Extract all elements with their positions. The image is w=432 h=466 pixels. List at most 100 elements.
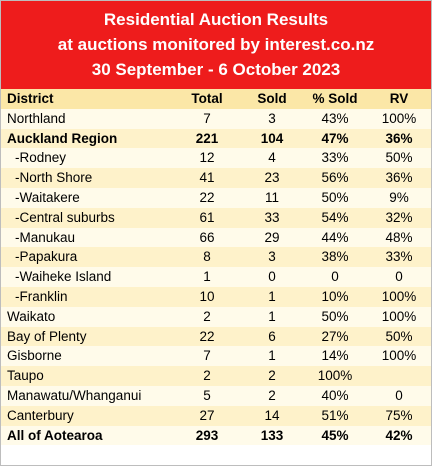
pct-sold-cell: 100%	[317, 368, 353, 384]
col-header-pct-sold: % Sold	[312, 91, 358, 106]
rv-cell: 50%	[385, 328, 413, 344]
rv-cell	[367, 366, 431, 386]
district-cell: Bay of Plenty	[7, 328, 87, 344]
table-row: -Waiheke Island 1 0 0 0	[1, 267, 431, 287]
rv-cell: 0	[395, 269, 403, 285]
district-cell: -Waiheke Island	[15, 269, 112, 285]
sold-cell: 104	[260, 130, 284, 146]
col-header-total: Total	[191, 91, 223, 106]
pct-sold-cell: 56%	[321, 170, 349, 186]
sold-cell: 2	[268, 368, 276, 384]
sold-cell: 23	[264, 170, 280, 186]
title-line-1: Residential Auction Results	[103, 10, 329, 29]
district-cell: -Papakura	[15, 249, 78, 265]
pct-sold-cell: 27%	[321, 328, 349, 344]
sold-cell: 133	[260, 427, 284, 443]
pct-sold-cell: 47%	[321, 130, 349, 146]
district-cell: Manawatu/Whanganui	[7, 387, 142, 403]
district-cell: Taupo	[7, 368, 44, 384]
district-cell: -Central suburbs	[15, 209, 115, 225]
total-cell: 41	[199, 170, 215, 186]
total-cell: 22	[199, 328, 215, 344]
pct-sold-cell: 50%	[321, 308, 349, 324]
rv-cell: 42%	[385, 427, 413, 443]
rv-cell: 48%	[385, 229, 413, 245]
sold-cell: 14	[264, 407, 280, 423]
rv-cell: 33%	[385, 249, 413, 265]
total-cell: 27	[199, 407, 215, 423]
total-cell: 221	[195, 130, 219, 146]
district-cell: -Rodney	[15, 150, 67, 166]
pct-sold-cell: 54%	[321, 209, 349, 225]
sold-cell: 33	[264, 209, 280, 225]
pct-sold-cell: 33%	[321, 150, 349, 166]
table-row: Bay of Plenty 22 6 27% 50%	[1, 326, 431, 347]
rv-cell: 32%	[385, 209, 413, 225]
sold-cell: 3	[268, 110, 276, 126]
pct-sold-cell: 0	[331, 269, 339, 285]
total-cell: 12	[199, 150, 215, 166]
pct-sold-cell: 10%	[321, 288, 349, 304]
table-row: All of Aotearoa 293 133 45% 42%	[1, 425, 431, 446]
rv-cell: 36%	[385, 170, 413, 186]
total-cell: 2	[203, 308, 211, 324]
pct-sold-cell: 40%	[321, 387, 349, 403]
rv-cell: 36%	[385, 130, 413, 146]
district-cell: All of Aotearoa	[7, 427, 103, 443]
district-cell: -Waitakere	[15, 189, 80, 205]
rv-cell: 9%	[389, 189, 409, 205]
district-cell: -North Shore	[15, 170, 93, 186]
district-cell: Northland	[7, 110, 66, 126]
district-cell: -Manukau	[15, 229, 76, 245]
table-row: -Franklin 10 1 10% 100%	[1, 286, 431, 307]
table-row: -Rodney 12 4 33% 50%	[1, 148, 431, 169]
total-cell: 7	[203, 348, 211, 364]
table-row: -Central suburbs 61 33 54% 32%	[1, 207, 431, 228]
col-header-sold: Sold	[257, 91, 287, 106]
total-cell: 8	[203, 249, 211, 265]
col-header-rv: RV	[389, 91, 409, 106]
sold-cell: 3	[268, 249, 276, 265]
rv-cell: 100%	[381, 348, 417, 364]
total-cell: 293	[195, 427, 219, 443]
pct-sold-cell: 44%	[321, 229, 349, 245]
title-line-2: at auctions monitored by interest.co.nz	[57, 35, 375, 54]
total-cell: 1	[203, 269, 211, 285]
table-row: -Waitakere 22 11 50% 9%	[1, 187, 431, 208]
district-cell: -Franklin	[15, 288, 68, 304]
pct-sold-cell: 43%	[321, 110, 349, 126]
table-row: Northland 7 3 43% 100%	[1, 108, 431, 129]
total-cell: 61	[199, 209, 215, 225]
district-cell: Waikato	[7, 308, 56, 324]
district-cell: Canterbury	[7, 407, 74, 423]
total-cell: 22	[199, 189, 215, 205]
sold-cell: 4	[268, 150, 276, 166]
total-cell: 5	[203, 387, 211, 403]
results-table: District Total Sold % Sold RV Northland …	[1, 89, 431, 446]
pct-sold-cell: 14%	[321, 348, 349, 364]
table-row: Gisborne 7 1 14% 100%	[1, 346, 431, 367]
title-banner: Residential Auction Results at auctions …	[1, 1, 431, 89]
sold-cell: 11	[264, 189, 279, 205]
table-row: Canterbury 27 14 51% 75%	[1, 405, 431, 426]
rv-cell: 0	[395, 387, 403, 403]
total-cell: 2	[203, 368, 211, 384]
rv-cell: 100%	[381, 110, 417, 126]
col-header-district: District	[7, 91, 54, 106]
pct-sold-cell: 51%	[321, 407, 349, 423]
total-cell: 66	[199, 229, 215, 245]
table-row: -Manukau 66 29 44% 48%	[1, 227, 431, 248]
district-cell: Gisborne	[7, 348, 62, 364]
sold-cell: 29	[264, 229, 280, 245]
title-line-3: 30 September - 6 October 2023	[91, 60, 341, 79]
table-row: -Papakura 8 3 38% 33%	[1, 247, 431, 268]
pct-sold-cell: 50%	[321, 189, 349, 205]
sold-cell: 6	[268, 328, 276, 344]
pct-sold-cell: 38%	[321, 249, 349, 265]
rv-cell: 75%	[385, 407, 413, 423]
sold-cell: 1	[268, 288, 276, 304]
table-header-row: District Total Sold % Sold RV	[1, 89, 431, 109]
sold-cell: 2	[268, 387, 276, 403]
rv-cell: 100%	[381, 308, 417, 324]
